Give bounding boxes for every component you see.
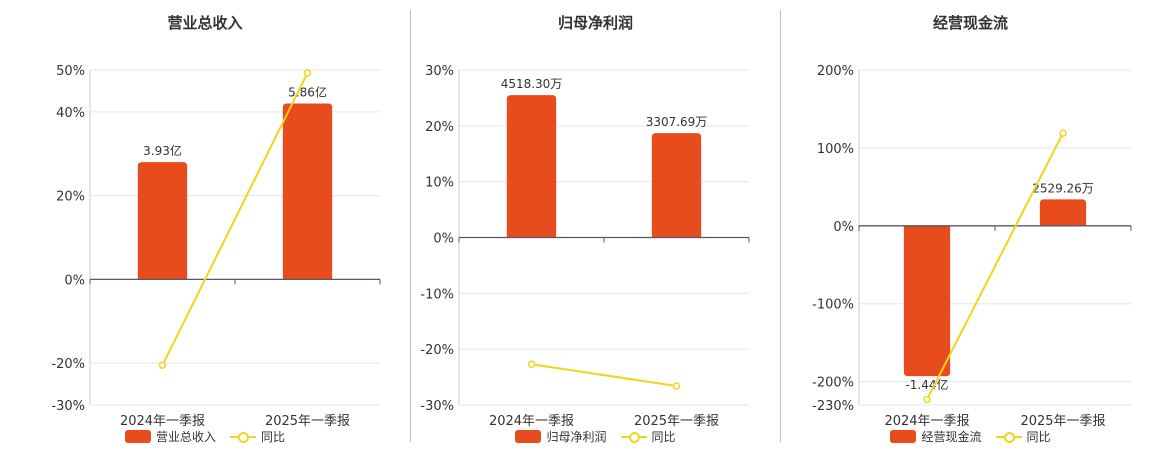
y-tick-label: 10% <box>425 176 454 191</box>
legend-bar-swatch <box>515 430 542 443</box>
y-tick-label: 30% <box>425 64 454 79</box>
chart-title: 经营现金流 <box>932 14 1008 32</box>
chart-panel-cash-flow: 经营现金流 200% 100% 0% -100% -200% -230% -1.44亿 252… <box>781 0 1160 450</box>
bar <box>137 162 188 280</box>
legend-line-label: 同比 <box>1026 430 1051 444</box>
y-tick-label: -30% <box>51 399 85 414</box>
panel-divider <box>780 10 781 442</box>
yoy-point <box>303 69 312 77</box>
legend-item-line[interactable]: 同比 <box>620 428 676 445</box>
bar <box>282 103 333 280</box>
y-tick-label: 50% <box>56 64 85 79</box>
y-tick-label: -200% <box>812 376 854 391</box>
bar-value-label: 2529.26万 <box>1032 181 1094 195</box>
y-tick-label: -100% <box>812 298 854 313</box>
yoy-series-line <box>531 363 677 388</box>
chart-panel-net-profit: 归母净利润 30% 20% 10% 0% -10% -20% -30% 4518.30万 330… <box>411 0 780 450</box>
legend-item-line[interactable]: 同比 <box>230 428 285 445</box>
y-tick-label: -20% <box>51 357 85 372</box>
chart-legend: 归母净利润 同比 <box>411 428 780 445</box>
y-tick-label: 40% <box>56 106 85 121</box>
yoy-series-line <box>161 72 309 366</box>
legend-bar-swatch <box>124 430 151 443</box>
legend-bar-label: 归母净利润 <box>546 430 607 444</box>
yoy-point <box>672 382 681 390</box>
legend-line-swatch <box>620 430 647 443</box>
legend-bar-label: 营业总收入 <box>155 430 216 444</box>
legend-line-swatch <box>995 430 1022 443</box>
bar <box>903 225 951 377</box>
yoy-series-line <box>926 132 1064 401</box>
legend-bar-swatch <box>890 430 917 443</box>
legend-line-label: 同比 <box>261 430 286 444</box>
legend-bar-label: 经营现金流 <box>921 430 982 444</box>
chart-legend: 经营现金流 同比 <box>781 428 1160 445</box>
x-category-label: 2024年一季报 <box>120 414 205 429</box>
bar <box>651 133 702 238</box>
chart-legend: 营业总收入 同比 <box>0 428 410 445</box>
legend-item-bar[interactable]: 经营现金流 <box>890 428 982 445</box>
net-profit-chart-svg: 30% 20% 10% 0% -10% -20% -30% 4518.30万 3307.69万 2… <box>420 64 750 429</box>
yoy-point <box>923 395 931 404</box>
bar-value-label: 3307.69万 <box>646 115 708 129</box>
y-tick-label: 0% <box>433 232 454 247</box>
yoy-point <box>1059 129 1067 137</box>
legend-item-bar[interactable]: 营业总收入 <box>124 428 216 445</box>
legend-item-line[interactable]: 同比 <box>995 428 1051 445</box>
bar-value-label: 5.86亿 <box>288 85 327 100</box>
y-tick-label: -10% <box>420 287 454 302</box>
y-tick-label: 0% <box>833 220 854 235</box>
panel-divider <box>410 10 411 442</box>
bar-value-label: 3.93亿 <box>143 143 182 158</box>
y-tick-label: -20% <box>420 343 454 358</box>
bar-value-label: -1.44亿 <box>905 377 948 392</box>
y-tick-label: 20% <box>56 190 85 205</box>
y-tick-label: 200% <box>817 64 854 79</box>
y-tick-label: -30% <box>420 399 454 414</box>
y-tick-label: 20% <box>425 120 454 135</box>
bar-value-label: 4518.30万 <box>501 77 563 91</box>
x-category-label: 2025年一季报 <box>265 414 350 429</box>
yoy-point <box>158 361 167 369</box>
y-tick-label: -230% <box>812 399 854 414</box>
chart-panel-revenue: 营业总收入 50% 40% 20% 0% -20% -30% 3.93亿 5.86亿 2024年… <box>0 0 410 450</box>
revenue-chart-svg: 50% 40% 20% 0% -20% -30% 3.93亿 5.86亿 2024年一季报 202… <box>51 64 381 429</box>
x-category-label: 2025年一季报 <box>634 414 719 429</box>
x-category-label: 2024年一季报 <box>489 414 574 429</box>
chart-title: 归母净利润 <box>557 14 633 32</box>
legend-item-bar[interactable]: 归母净利润 <box>515 428 607 445</box>
bar <box>1039 199 1087 226</box>
x-category-label: 2024年一季报 <box>884 414 969 429</box>
cash-flow-chart-svg: 200% 100% 0% -100% -200% -230% -1.44亿 2529.26万 2… <box>812 64 1132 429</box>
chart-title: 营业总收入 <box>167 14 243 32</box>
yoy-point <box>527 360 536 368</box>
y-tick-label: 100% <box>817 142 854 157</box>
bar <box>506 95 557 238</box>
legend-line-label: 同比 <box>651 430 676 444</box>
y-tick-label: 0% <box>64 273 85 288</box>
legend-line-swatch <box>230 430 256 443</box>
x-category-label: 2025年一季报 <box>1020 414 1105 429</box>
